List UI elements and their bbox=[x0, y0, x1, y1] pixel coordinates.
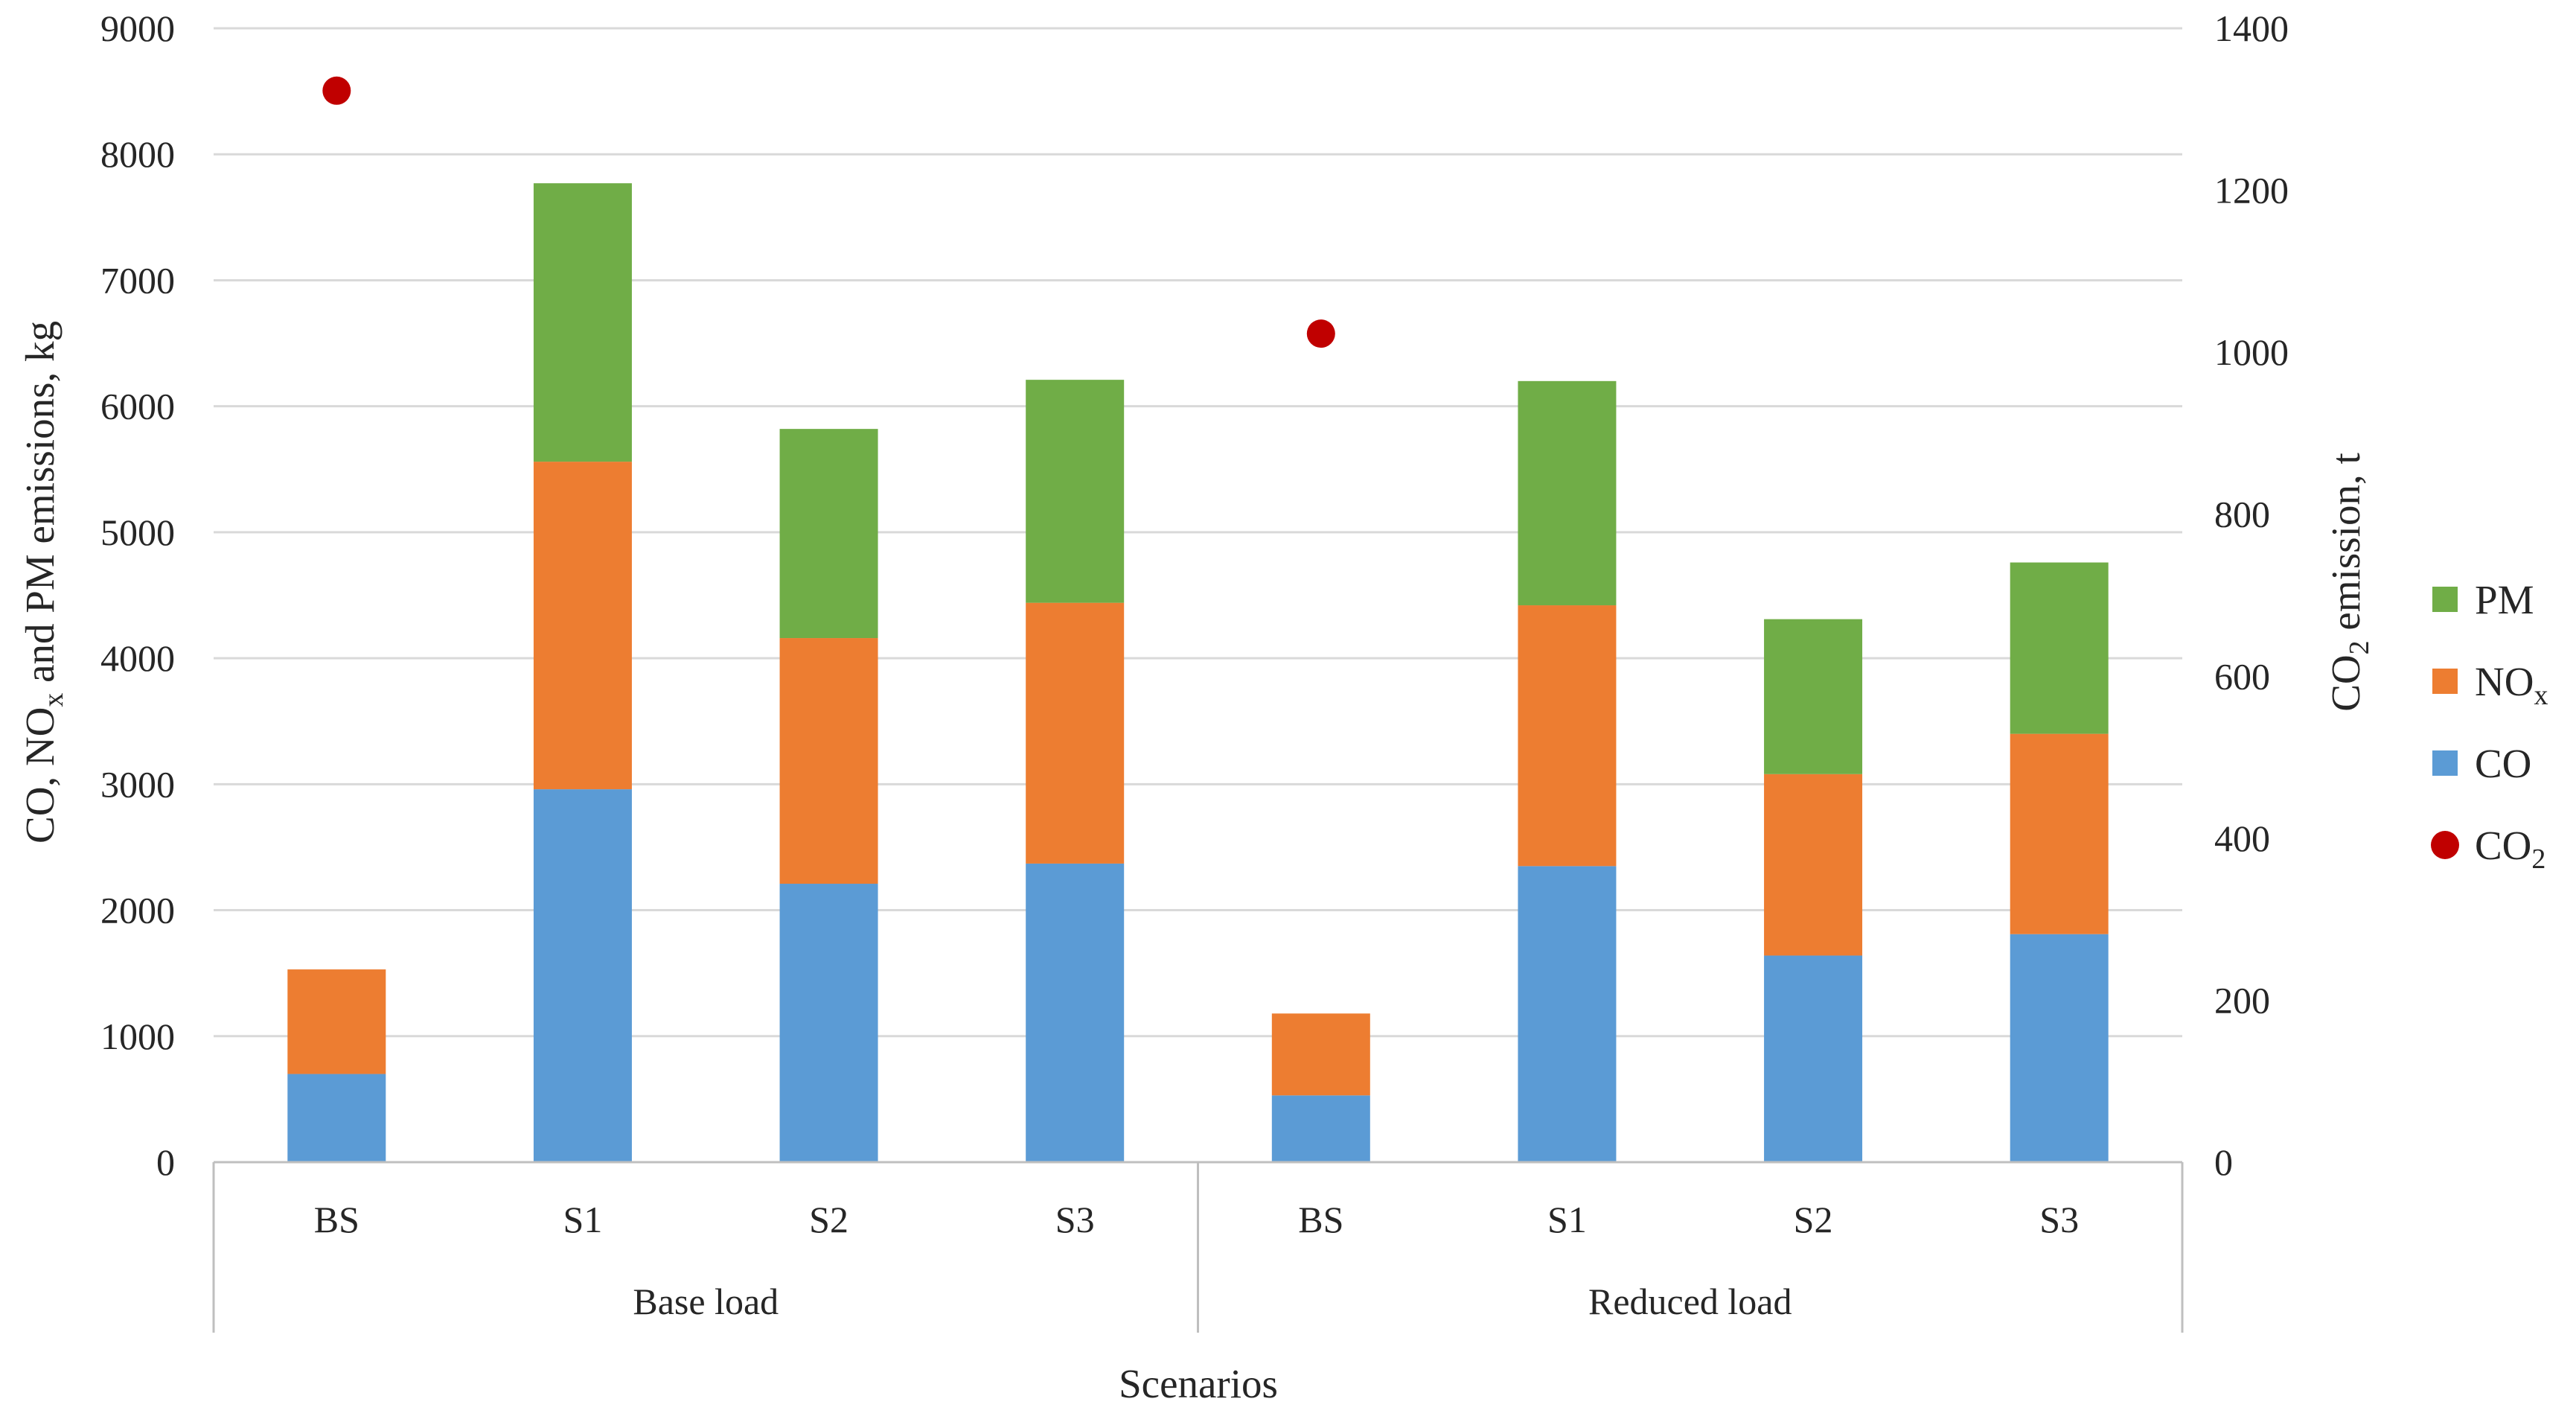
y-tick-label: 0 bbox=[156, 1141, 175, 1183]
legend-marker-square bbox=[2432, 587, 2458, 612]
legend-label: CO bbox=[2475, 741, 2531, 786]
y2-axis-title-main: CO bbox=[2323, 654, 2368, 711]
bar-nox bbox=[533, 462, 632, 790]
legend-label-main: PM bbox=[2475, 577, 2534, 622]
x-category-label: S1 bbox=[1547, 1199, 1587, 1240]
bar-pm bbox=[1764, 619, 1863, 774]
y-tick-label: 4000 bbox=[100, 637, 175, 679]
y2-tick-label: 1400 bbox=[2214, 7, 2289, 49]
x-category-label: S1 bbox=[563, 1199, 603, 1240]
bar-pm bbox=[533, 183, 632, 462]
bar-co bbox=[287, 1074, 386, 1162]
y-tick-label: 9000 bbox=[100, 7, 175, 49]
co2-marker bbox=[1306, 319, 1335, 348]
bar-co bbox=[2010, 934, 2109, 1162]
bar-pm bbox=[1518, 380, 1617, 606]
x-category-label: S2 bbox=[1794, 1199, 1833, 1240]
x-group-label: Reduced load bbox=[1588, 1281, 1792, 1322]
legend-marker-square bbox=[2432, 669, 2458, 694]
legend-label: PM bbox=[2475, 577, 2534, 622]
y2-tick-label: 200 bbox=[2214, 979, 2270, 1021]
y-tick-label: 3000 bbox=[100, 763, 175, 805]
bars bbox=[287, 183, 2109, 1162]
bar-co bbox=[779, 884, 878, 1162]
y2-axis-ticks: 0 200 400 600 800 1000 1200 1400 bbox=[2214, 7, 2289, 1183]
y-tick-label: 5000 bbox=[100, 511, 175, 553]
y-tick-label: 6000 bbox=[100, 386, 175, 427]
y2-tick-label: 1200 bbox=[2214, 170, 2289, 211]
bar-nox bbox=[2010, 733, 2109, 934]
legend-marker-square bbox=[2432, 750, 2458, 776]
y-axis-title-main: CO, NO bbox=[17, 707, 63, 844]
bar-pm bbox=[779, 429, 878, 639]
x-group-labels: Base load Reduced load bbox=[633, 1281, 1792, 1322]
x-category-label: BS bbox=[1298, 1199, 1343, 1240]
gridlines bbox=[214, 27, 2182, 1038]
bar-co bbox=[1764, 955, 1863, 1162]
x-axis-title: Scenarios bbox=[1119, 1361, 1278, 1406]
bar-co bbox=[1271, 1095, 1370, 1162]
bar-pm bbox=[2010, 562, 2109, 734]
y-axis-title-subscript: x bbox=[38, 693, 69, 707]
y2-axis-title: CO2 emission, t bbox=[2323, 453, 2375, 712]
bar-nox bbox=[1764, 774, 1863, 956]
bar-nox bbox=[1026, 602, 1125, 864]
y2-tick-label: 1000 bbox=[2214, 331, 2289, 373]
y-tick-label: 2000 bbox=[100, 890, 175, 931]
bar-co bbox=[1518, 866, 1617, 1162]
y2-tick-label: 400 bbox=[2214, 817, 2270, 859]
y-axis-ticks: 0 1000 2000 3000 4000 5000 6000 7000 8000 9000 bbox=[100, 7, 175, 1183]
legend-label-main: CO bbox=[2475, 741, 2531, 786]
x-category-label: S3 bbox=[1055, 1199, 1095, 1240]
legend-label-subscript: 2 bbox=[2531, 844, 2545, 875]
bar-co bbox=[1026, 863, 1125, 1162]
co2-marker bbox=[322, 76, 351, 105]
bar-nox bbox=[287, 969, 386, 1074]
y2-tick-label: 0 bbox=[2214, 1141, 2233, 1183]
y2-tick-label: 600 bbox=[2214, 655, 2270, 697]
legend-label: NOx bbox=[2475, 659, 2548, 711]
legend-label-main: NO bbox=[2475, 659, 2534, 704]
y-axis-title-tail: and PM emissions, kg bbox=[17, 321, 63, 693]
co2-markers bbox=[322, 76, 1335, 348]
legend-marker-circle bbox=[2431, 831, 2459, 859]
y-tick-label: 8000 bbox=[100, 133, 175, 175]
bar-co bbox=[533, 789, 632, 1162]
axes bbox=[212, 1161, 2184, 1333]
bar-nox bbox=[1518, 605, 1617, 867]
x-category-label: S3 bbox=[2039, 1199, 2079, 1240]
legend-label: CO2 bbox=[2475, 823, 2545, 875]
bar-pm bbox=[1026, 380, 1125, 603]
bar-nox bbox=[779, 638, 878, 884]
y2-axis-title-tail: emission, t bbox=[2323, 453, 2368, 640]
y-axis-title: CO, NOx and PM emissions, kg bbox=[17, 321, 69, 844]
y-tick-label: 1000 bbox=[100, 1016, 175, 1057]
x-category-labels: BS S1 S2 S3 BS S1 S2 S3 bbox=[314, 1199, 2079, 1240]
bar-nox bbox=[1271, 1013, 1370, 1096]
y2-tick-label: 800 bbox=[2214, 494, 2270, 535]
x-category-label: S2 bbox=[809, 1199, 848, 1240]
y2-axis-title-subscript: 2 bbox=[2344, 640, 2375, 654]
legend-label-subscript: x bbox=[2534, 680, 2548, 711]
x-category-label: BS bbox=[314, 1199, 359, 1240]
y-tick-label: 7000 bbox=[100, 259, 175, 301]
legend-label-main: CO bbox=[2475, 823, 2531, 868]
x-group-label: Base load bbox=[633, 1281, 779, 1322]
